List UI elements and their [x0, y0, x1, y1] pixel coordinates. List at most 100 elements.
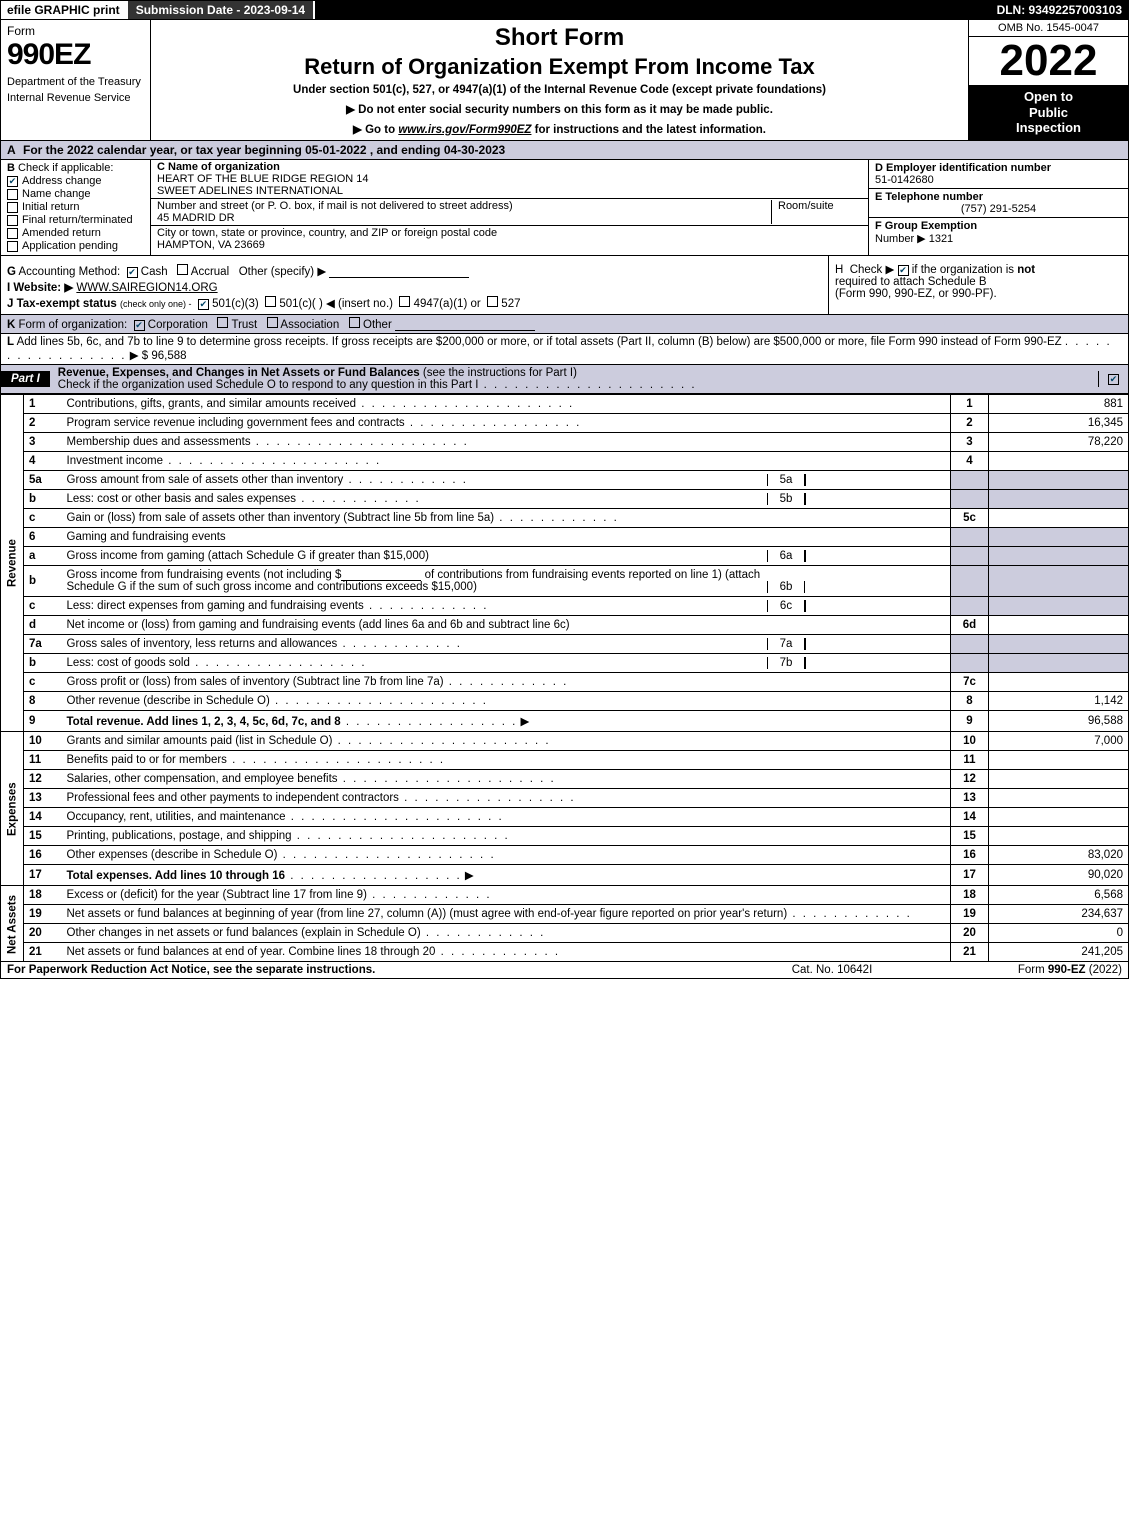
line-rval-shade [989, 528, 1129, 547]
chk-527[interactable] [487, 296, 498, 307]
line-rnum: 6d [951, 616, 989, 635]
line-18-text: Excess or (deficit) for the year (Subtra… [67, 889, 367, 901]
open-inspection-box: Open to Public Inspection [969, 85, 1128, 140]
line-rval-shade [989, 490, 1129, 509]
line-10: Expenses 10 Grants and similar amounts p… [1, 732, 1129, 751]
contrib-blank[interactable] [341, 569, 421, 581]
group-ex-value: 1321 [929, 233, 953, 245]
line-rnum-shade [951, 528, 989, 547]
chk-501c[interactable] [265, 296, 276, 307]
inner-num: 5b [767, 493, 805, 505]
chk-amended-return[interactable]: Amended return [7, 227, 144, 239]
line-desc: Gain or (loss) from sale of assets other… [62, 509, 951, 528]
chk-address-change[interactable]: Address change [7, 175, 144, 187]
line-rval: 83,020 [989, 846, 1129, 865]
ein-value: 51-0142680 [875, 174, 1122, 186]
line-rnum: 12 [951, 770, 989, 789]
line-num: 18 [24, 886, 62, 905]
line-num: a [24, 547, 62, 566]
ein-block: D Employer identification number 51-0142… [869, 160, 1128, 189]
checkbox-icon [7, 215, 18, 226]
inner-num: 6c [767, 600, 805, 612]
line-6a-text: Gross income from gaming (attach Schedul… [67, 550, 429, 562]
inner-num: 7a [767, 638, 805, 650]
page-footer: For Paperwork Reduction Act Notice, see … [0, 962, 1129, 979]
irs-link[interactable]: www.irs.gov/Form990EZ [398, 124, 531, 136]
chk-corporation[interactable] [134, 320, 145, 331]
part-1-dots [478, 379, 696, 391]
line-rnum-shade [951, 471, 989, 490]
lbl-501c3: 501(c)(3) [212, 298, 259, 310]
line-num: 6 [24, 528, 62, 547]
acct-label: Accounting Method: [19, 266, 121, 278]
dept-treasury-line2: Internal Revenue Service [7, 92, 144, 104]
lbl-trust: Trust [231, 319, 257, 331]
chk-h[interactable] [898, 265, 909, 276]
line-num: 5a [24, 471, 62, 490]
goto-prefix: ▶ Go to [353, 124, 398, 136]
chk-label: Name change [22, 188, 91, 200]
efile-print-label[interactable]: efile GRAPHIC print [1, 1, 126, 19]
line-num: 1 [24, 395, 62, 414]
chk-application-pending[interactable]: Application pending [7, 240, 144, 252]
org-city-block: City or town, state or province, country… [151, 226, 868, 252]
chk-name-change[interactable]: Name change [7, 188, 144, 200]
line-desc: Contributions, gifts, grants, and simila… [62, 395, 951, 414]
chk-cash[interactable] [127, 267, 138, 278]
line-rnum: 2 [951, 414, 989, 433]
checkbox-icon [1108, 374, 1119, 385]
other-org-blank[interactable] [395, 319, 535, 331]
dots [367, 889, 492, 901]
line-16-text: Other expenses (describe in Schedule O) [67, 849, 278, 861]
line-num: 10 [24, 732, 62, 751]
topbar-spacer [315, 1, 990, 19]
line-desc: Occupancy, rent, utilities, and maintena… [62, 808, 951, 827]
line-rval: 16,345 [989, 414, 1129, 433]
chk-trust[interactable] [217, 317, 228, 328]
chk-other-org[interactable] [349, 317, 360, 328]
line-num: b [24, 490, 62, 509]
chk-501c3[interactable] [198, 299, 209, 310]
dots [435, 946, 560, 958]
line-6: 6 Gaming and fundraising events [1, 528, 1129, 547]
dln-label: DLN: 93492257003103 [991, 1, 1128, 19]
website-value[interactable]: WWW.SAIREGION14.ORG [76, 282, 217, 294]
line-desc: Net assets or fund balances at beginning… [62, 905, 951, 924]
line-rval-shade [989, 597, 1129, 616]
line-rval [989, 616, 1129, 635]
dots [285, 870, 462, 882]
line-num: 16 [24, 846, 62, 865]
dots [364, 600, 489, 612]
line-19: 19 Net assets or fund balances at beginn… [1, 905, 1129, 924]
line-num: b [24, 654, 62, 673]
phone-label: E Telephone number [875, 191, 983, 203]
chk-initial-return[interactable]: Initial return [7, 201, 144, 213]
line-num: 20 [24, 924, 62, 943]
line-20: 20 Other changes in net assets or fund b… [1, 924, 1129, 943]
line-6c: c Less: direct expenses from gaming and … [1, 597, 1129, 616]
line-16: 16 Other expenses (describe in Schedule … [1, 846, 1129, 865]
lbl-527: 527 [501, 298, 520, 310]
line-9: 9 Total revenue. Add lines 1, 2, 3, 4, 5… [1, 711, 1129, 732]
line-19-text: Net assets or fund balances at beginning… [67, 908, 788, 920]
line-4-text: Investment income [67, 455, 164, 467]
letter-a: A [7, 143, 16, 157]
line-rnum: 7c [951, 673, 989, 692]
chk-accrual[interactable] [177, 264, 188, 275]
dots [787, 908, 912, 920]
line-desc: Less: cost of goods sold 7b [62, 654, 951, 673]
part-1-checkbox[interactable] [1098, 371, 1128, 387]
chk-4947[interactable] [399, 296, 410, 307]
chk-association[interactable] [267, 317, 278, 328]
ein-label: D Employer identification number [875, 162, 1051, 174]
line-num: 14 [24, 808, 62, 827]
chk-final-return[interactable]: Final return/terminated [7, 214, 144, 226]
line-18: Net Assets 18 Excess or (deficit) for th… [1, 886, 1129, 905]
line-8-text: Other revenue (describe in Schedule O) [67, 695, 270, 707]
line-rval [989, 808, 1129, 827]
submission-date-label: Submission Date - 2023-09-14 [126, 1, 315, 19]
line-rnum: 5c [951, 509, 989, 528]
dots [494, 512, 619, 524]
other-blank[interactable] [329, 266, 469, 278]
line-num: 9 [24, 711, 62, 732]
